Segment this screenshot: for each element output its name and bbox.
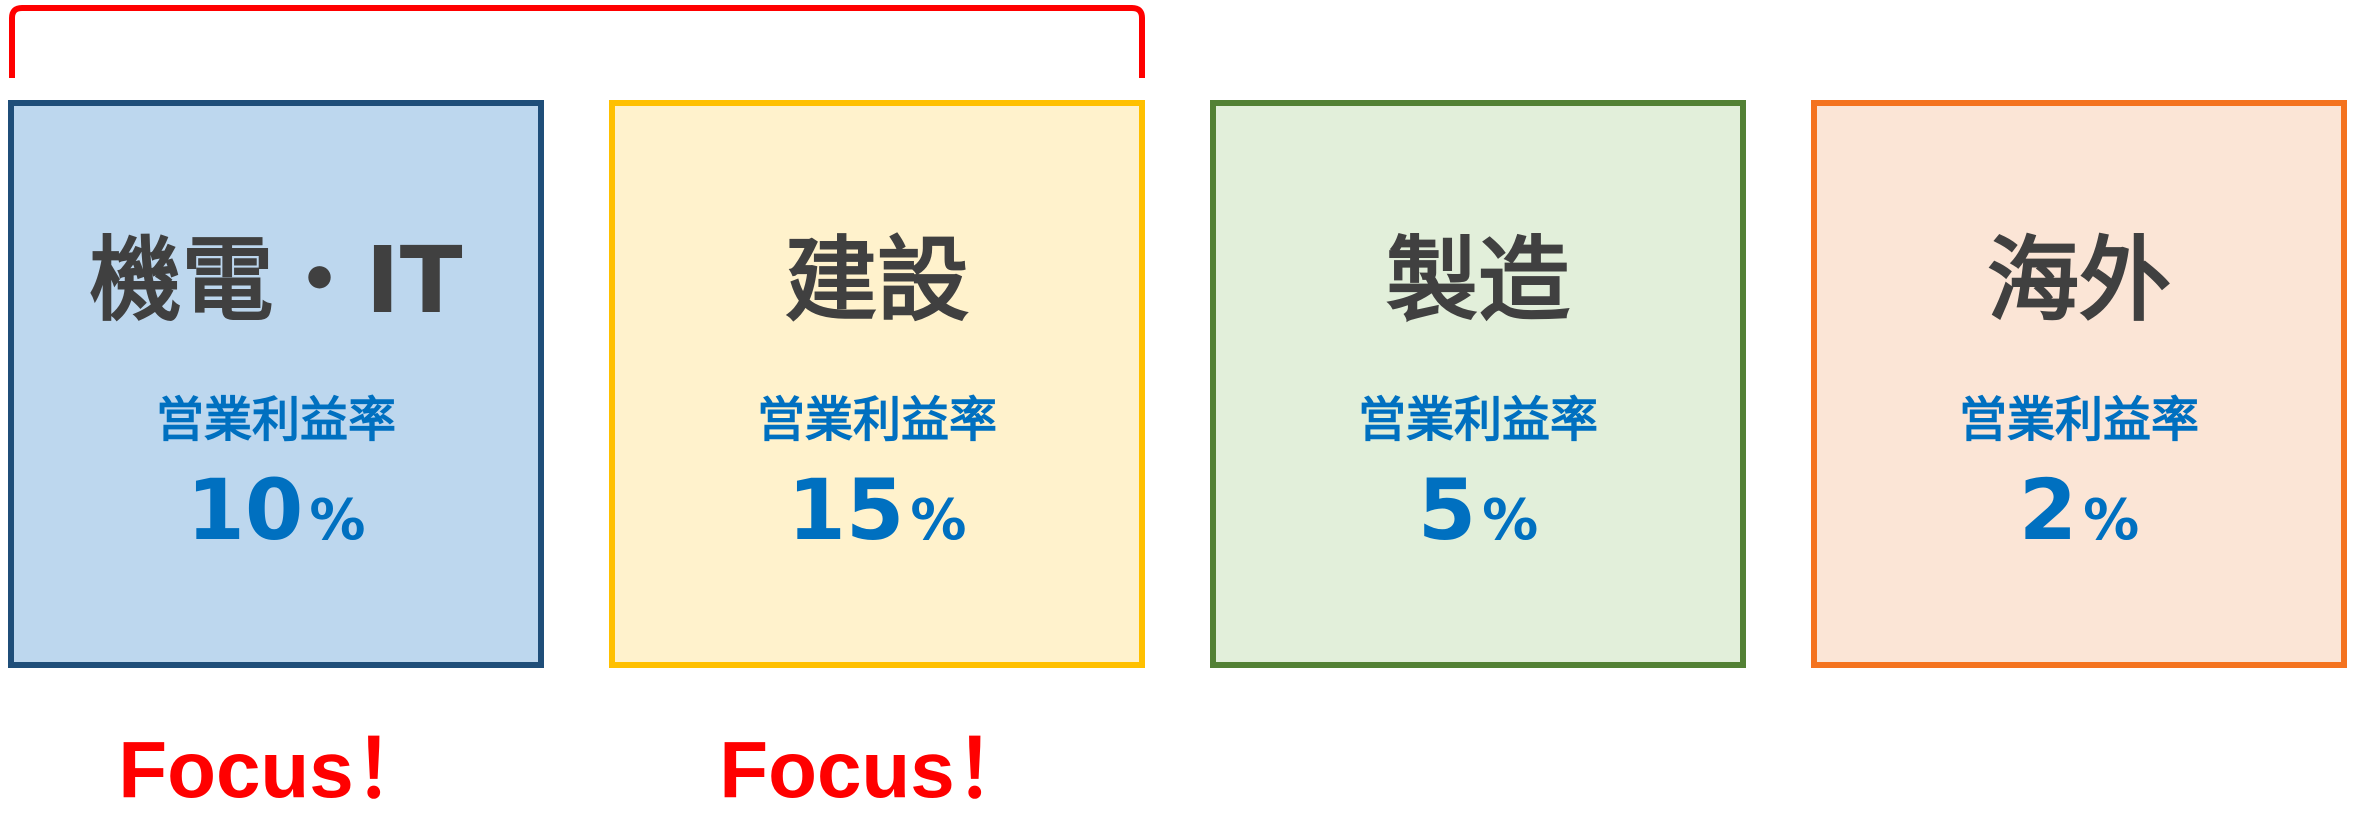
segment-name: 海外 [1986, 227, 2171, 334]
metric-value: 15% [615, 460, 1139, 584]
metric-label: 営業利益率 [155, 392, 396, 448]
segment-box: 製造営業利益率 5% [1210, 100, 1746, 668]
bracket-line [9, 5, 1145, 78]
value-unit: % [910, 488, 967, 553]
value-unit: % [309, 488, 366, 553]
metric-label: 営業利益率 [756, 392, 997, 448]
segment-box: 海外営業利益率 2% [1811, 100, 2347, 668]
segment-name: 建設 [784, 227, 969, 334]
metric-value: 2% [1817, 460, 2341, 584]
segment-box: 建設営業利益率 15% [609, 100, 1145, 668]
value-unit: % [1482, 488, 1539, 553]
value-number: 2 [2018, 461, 2078, 559]
segment-name: 製造 [1385, 227, 1570, 334]
value-number: 10 [186, 461, 304, 559]
value-unit: % [2083, 488, 2140, 553]
value-number: 5 [1417, 461, 1477, 559]
metric-label: 営業利益率 [1958, 392, 2199, 448]
metric-label: 営業利益率 [1357, 392, 1598, 448]
metric-value: 10% [14, 460, 538, 584]
segment-box: 機電・IT 営業利益率 10% [8, 100, 544, 668]
metric-value: 5% [1216, 460, 1740, 584]
bracket [9, 5, 1145, 78]
value-number: 15 [787, 461, 905, 559]
focus-label: Focus！ [118, 725, 434, 814]
focus-label: Focus！ [719, 725, 1035, 814]
segment-name: 機電・IT [89, 227, 463, 334]
